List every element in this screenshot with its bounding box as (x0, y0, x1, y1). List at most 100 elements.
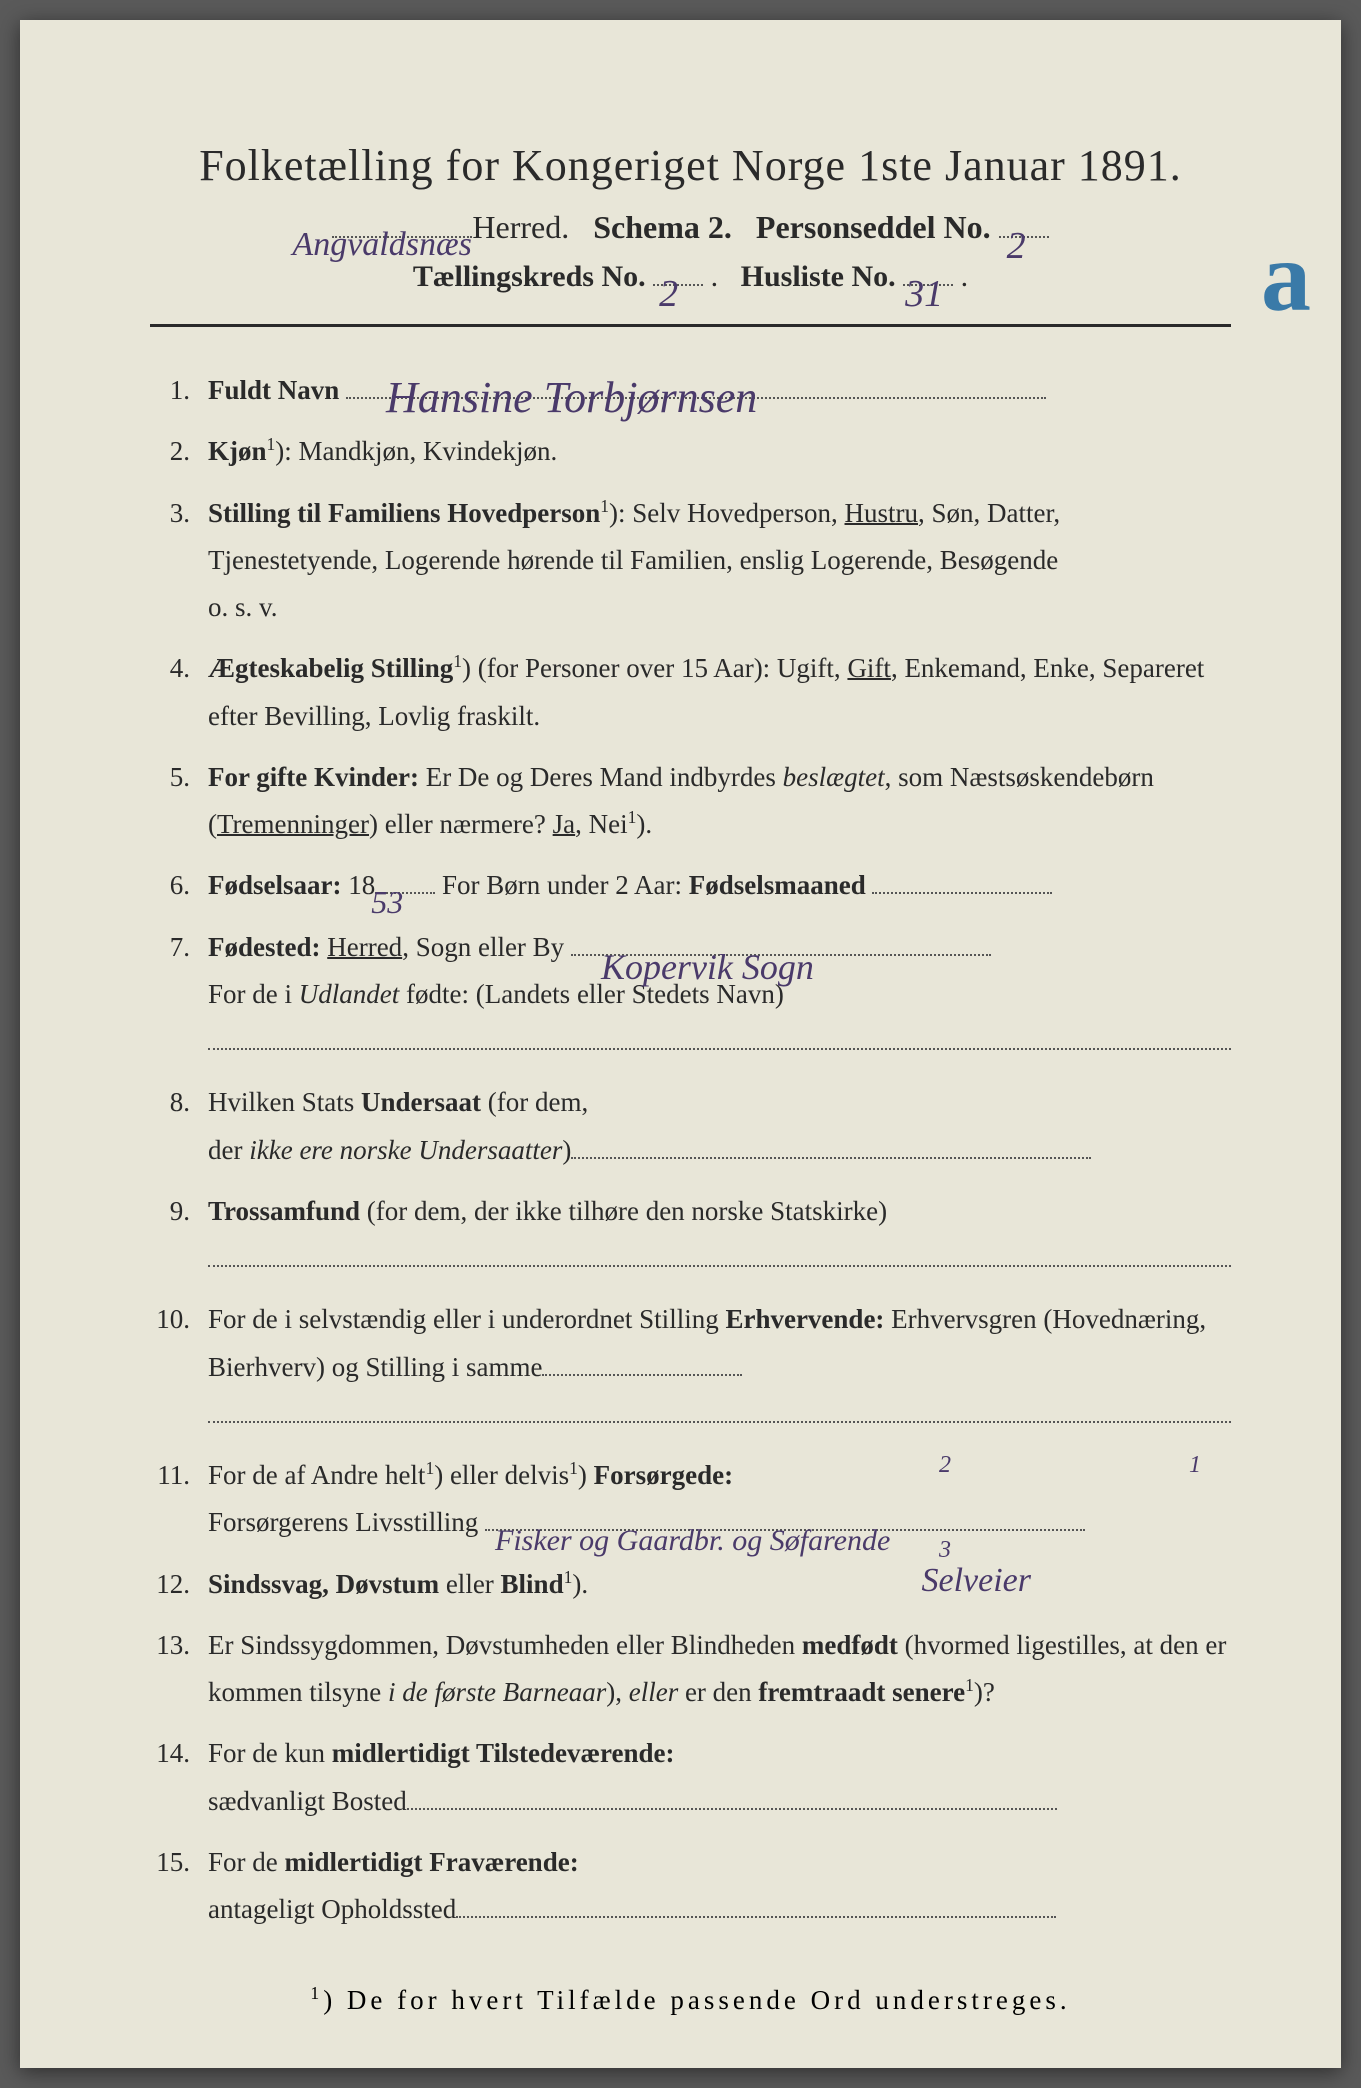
fremtraadt-label: fremtraadt senere (758, 1677, 965, 1707)
item-13: 13. Er Sindssygdommen, Døvstumheden elle… (150, 1622, 1231, 1717)
blind-label: Blind (501, 1569, 564, 1599)
i11-t2: ) eller delvis (434, 1460, 569, 1490)
ja-underlined: Ja (553, 809, 576, 839)
i11-blank: Fisker og Gaardbr. og Søfarende (485, 1529, 1085, 1531)
item-13-content: Er Sindssygdommen, Døvstumheden eller Bl… (208, 1622, 1231, 1717)
item-7-num: 7. (150, 924, 208, 1066)
year-blank: 53 (375, 892, 435, 894)
main-title: Folketælling for Kongeriget Norge 1ste J… (150, 140, 1231, 191)
footnote-sup: 1 (310, 1983, 323, 2003)
item-14-num: 14. (150, 1730, 208, 1825)
schema-label: Schema 2. (593, 209, 732, 245)
subtitle-line-1: Angvaldsnæs Herred. Schema 2. Personsedd… (150, 209, 1231, 246)
barneaar-italic: i de første Barneaar (388, 1677, 606, 1707)
aegteskab-text1: ) (for Personer over 15 Aar): Ugift, (462, 653, 847, 683)
i12-t2: ). (572, 1569, 588, 1599)
item-1-num: 1. (150, 367, 208, 414)
sup: 1 (569, 1458, 578, 1478)
item-9-content: Trossamfund (for dem, der ikke tilhøre d… (208, 1188, 1231, 1283)
item-6: 6. Fødselsaar: 18 53 For Børn under 2 Aa… (150, 862, 1231, 909)
fodselsmaaned-label: Fødselsmaaned (689, 870, 866, 900)
i5-t4: , Nei (575, 809, 627, 839)
fuldt-navn-label: Fuldt Navn (208, 375, 339, 405)
fravaerende-label: midlertidigt Fraværende: (285, 1847, 579, 1877)
kreds-label: Tællingskreds No. (413, 260, 646, 293)
osv-text: o. s. v. (208, 592, 278, 622)
item-11-num: 11. (150, 1452, 208, 1547)
fodested-blank: Kopervik Sogn (571, 954, 991, 956)
i10-blank1 (542, 1374, 742, 1376)
medfodt-label: medfødt (802, 1630, 898, 1660)
stilling-text1: ): Selv Hovedperson, (609, 498, 844, 528)
sup: 1 (267, 434, 276, 454)
i15-t1: For de (208, 1847, 285, 1877)
selveier-hw: Selveier (922, 1551, 1032, 1611)
i5-t5: ). (636, 809, 652, 839)
item-9: 9. Trossamfund (for dem, der ikke tilhør… (150, 1188, 1231, 1283)
item-8: 8. Hvilken Stats Undersaat (for dem, der… (150, 1079, 1231, 1174)
i5-t3: ) eller nærmere? (369, 809, 553, 839)
i11-t3: ) (578, 1460, 594, 1490)
item-10: 10. For de i selvstændig eller i underor… (150, 1296, 1231, 1438)
item-1: 1. Fuldt Navn Hansine Torbjørnsen (150, 367, 1231, 414)
kjon-label: Kjøn (208, 436, 267, 466)
forsorger-line: Forsørgerens Livsstilling (208, 1507, 478, 1537)
item-15-content: For de midlertidigt Fraværende: antageli… (208, 1839, 1231, 1934)
census-form-page: Folketælling for Kongeriget Norge 1ste J… (20, 20, 1341, 2068)
name-blank: Hansine Torbjørnsen (346, 397, 1046, 399)
i5-t1: Er De og Deres Mand indbyrdes (419, 762, 783, 792)
i14-blank (407, 1808, 1057, 1810)
item-5-num: 5. (150, 754, 208, 849)
sup: 1 (965, 1675, 974, 1695)
fodested-hw: Kopervik Sogn (601, 936, 814, 999)
forsorgede-label: Forsørgede: (594, 1460, 733, 1490)
kreds-no-hw: 2 (659, 272, 678, 316)
i7-blank2 (208, 1048, 1231, 1050)
aegteskab-label: Ægteskabelig Stilling (208, 653, 453, 683)
item-2-num: 2. (150, 428, 208, 475)
gifte-kvinder-label: For gifte Kvinder: (208, 762, 419, 792)
hustru-underlined: Hustru (845, 498, 919, 528)
stilling-label: Stilling til Familiens Hovedperson (208, 498, 600, 528)
item-6-num: 6. (150, 862, 208, 909)
footnote-text: ) De for hvert Tilfælde passende Ord und… (323, 1985, 1070, 2015)
kjon-text: ): Mandkjøn, Kvindekjøn. (275, 436, 557, 466)
i7-text: , Sogn eller By (402, 932, 564, 962)
udlandet-italic: Udlandet (299, 979, 400, 1009)
name-handwritten: Hansine Torbjørnsen (386, 359, 757, 436)
sindssvag-label: Sindssvag, Døvstum (208, 1569, 439, 1599)
item-4: 4. Ægteskabelig Stilling1) (for Personer… (150, 645, 1231, 740)
opholdssted-line: antageligt Opholdssted (208, 1894, 456, 1924)
i10-blank2 (208, 1421, 1231, 1423)
i8-t1: Hvilken Stats (208, 1087, 361, 1117)
subtitle-line-2: Tællingskreds No. 2 . Husliste No. 31 . (150, 260, 1231, 294)
hw-num-2: 2 (939, 1444, 951, 1486)
i8-l2b: ) (562, 1135, 571, 1165)
item-14: 14. For de kun midlertidigt Tilstedevære… (150, 1730, 1231, 1825)
fodselsaar-label: Fødselsaar: (208, 870, 341, 900)
i13-t3: ), (606, 1677, 629, 1707)
beslaegtet-italic: beslægtet (783, 762, 885, 792)
gift-underlined: Gift (847, 653, 891, 683)
i13-t5: )? (974, 1677, 995, 1707)
item-15: 15. For de midlertidigt Fraværende: anta… (150, 1839, 1231, 1934)
item-3-content: Stilling til Familiens Hovedperson1): Se… (208, 490, 1231, 632)
footnote: 1) De for hvert Tilfælde passende Ord un… (150, 1983, 1231, 2016)
item-2-content: Kjøn1): Mandkjøn, Kvindekjøn. (208, 428, 1231, 475)
item-12-content: Sindssvag, Døvstum eller Blind1). 3 Selv… (208, 1561, 1231, 1608)
year-hw: 53 (371, 874, 403, 930)
husliste-no-hw: 31 (905, 272, 943, 316)
sup: 1 (453, 651, 462, 671)
i15-blank (456, 1916, 1056, 1918)
item-5-content: For gifte Kvinder: Er De og Deres Mand i… (208, 754, 1231, 849)
i8-l2a: der (208, 1135, 249, 1165)
item-10-num: 10. (150, 1296, 208, 1438)
i7-l2a: For de i (208, 979, 299, 1009)
tremenninger-underlined: Tremenninger (217, 809, 369, 839)
item-11-content: For de af Andre helt1) eller delvis1) Fo… (208, 1452, 1231, 1547)
i9-blank (208, 1265, 1231, 1267)
header-block: Folketælling for Kongeriget Norge 1ste J… (150, 140, 1231, 294)
item-12: 12. Sindssvag, Døvstum eller Blind1). 3 … (150, 1561, 1231, 1608)
hw-num-1: 1 (1189, 1444, 1201, 1486)
husliste-label: Husliste No. (741, 260, 896, 293)
